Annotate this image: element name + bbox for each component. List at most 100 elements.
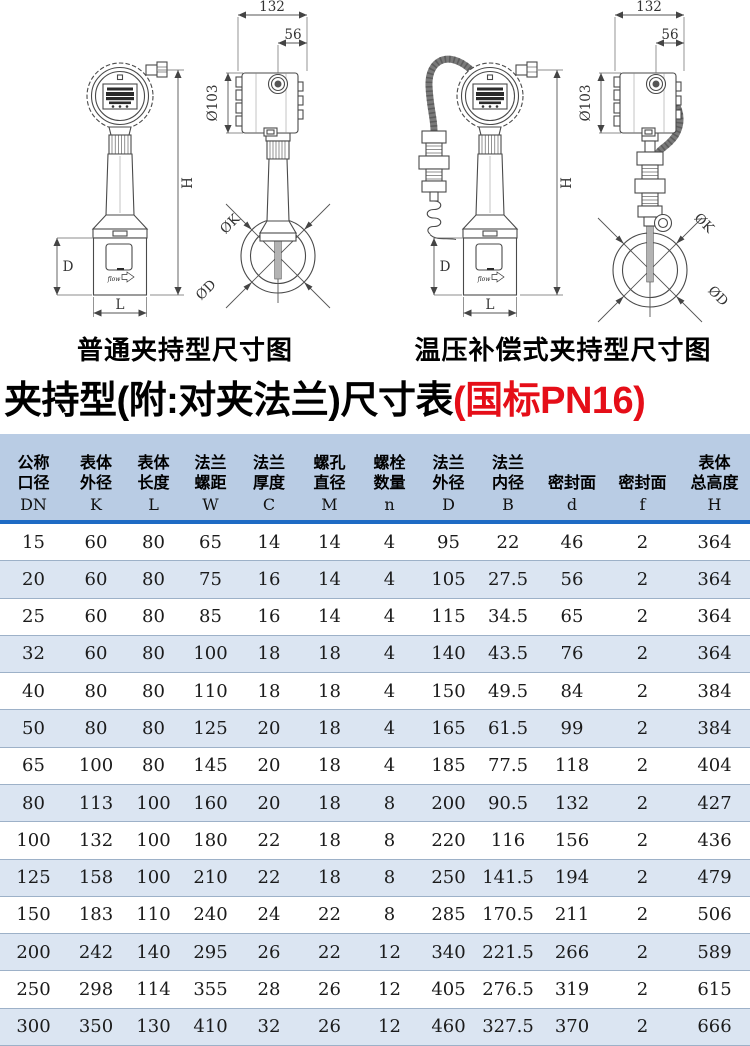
table-cell: 220 bbox=[431, 829, 466, 851]
table-cell: 80 bbox=[84, 718, 108, 740]
table-header-rule bbox=[0, 520, 750, 524]
table-cell: 170.5 bbox=[482, 904, 534, 926]
table-cell: 410 bbox=[193, 1016, 228, 1038]
table-cell: 24 bbox=[257, 904, 281, 926]
table-cell: 18 bbox=[257, 680, 281, 702]
table-cell: 100 bbox=[136, 792, 171, 814]
table-cell: 8 bbox=[383, 867, 396, 889]
dimension-table: 公称 口径 DN 表体 外径 K 表体 长度 L 法兰 螺距 W 法兰 厚度 C 螺孔 直径 M 螺栓 数量 n 法兰 外径… bbox=[0, 434, 750, 1046]
table-cell: 2 bbox=[636, 680, 649, 702]
table-cell: 364 bbox=[697, 606, 732, 628]
column-header: 密封面 d bbox=[547, 475, 596, 514]
table-cell: 50 bbox=[22, 718, 45, 740]
table-cell: 20 bbox=[257, 755, 281, 777]
table-row: 80 113 100 160 20 18 8 200 90.5 132 2 427 bbox=[0, 784, 750, 823]
table-cell: 18 bbox=[318, 829, 341, 851]
table-cell: 300 bbox=[16, 1016, 51, 1038]
table-cell: 295 bbox=[193, 941, 228, 963]
table-cell: 240 bbox=[193, 904, 228, 926]
dim-body-height: D bbox=[440, 259, 451, 275]
table-cell: 156 bbox=[554, 829, 590, 851]
table-body: 15 60 80 65 14 14 4 95 22 46 2 364 20 60 80 75 16 14 4 105 2… bbox=[0, 524, 750, 1046]
table-cell: 80 bbox=[142, 680, 165, 702]
table-cell: 132 bbox=[554, 792, 590, 814]
dim-head-dia: Ø103 bbox=[205, 85, 221, 122]
dim-total-height: H bbox=[180, 177, 196, 189]
table-cell: 100 bbox=[78, 755, 114, 777]
table-row: 32 60 80 100 18 18 4 140 43.5 76 2 364 bbox=[0, 635, 750, 674]
dim-total-height: H bbox=[559, 177, 575, 189]
table-cell: 110 bbox=[193, 680, 228, 702]
table-cell: 165 bbox=[431, 718, 466, 740]
table-cell: 4 bbox=[383, 680, 396, 702]
table-cell: 12 bbox=[378, 1016, 401, 1038]
table-cell: 2 bbox=[636, 643, 649, 665]
dim-body-length: L bbox=[486, 297, 495, 313]
table-row: 125 158 100 210 22 18 8 250 141.5 194 2 479 bbox=[0, 859, 750, 897]
column-header: 密封面 f bbox=[618, 475, 667, 514]
table-cell: 2 bbox=[636, 792, 649, 814]
table-cell: 14 bbox=[257, 531, 281, 553]
table-cell: 130 bbox=[136, 1016, 171, 1038]
table-cell: 427 bbox=[697, 792, 732, 814]
dim-body-length: L bbox=[116, 297, 125, 313]
table-row: 150 183 110 240 24 22 8 285 170.5 211 2 506 bbox=[0, 896, 750, 935]
table-cell: 18 bbox=[318, 680, 341, 702]
table-row: 50 80 80 125 20 18 4 165 61.5 99 2 384 bbox=[0, 710, 750, 748]
dimension-drawings: flow 132 56 Ø103 H D L ØK bbox=[53, 0, 731, 323]
table-cell: 15 bbox=[22, 531, 45, 553]
table-cell: 2 bbox=[636, 718, 649, 740]
table-cell: 25 bbox=[22, 606, 45, 628]
table-cell: 80 bbox=[142, 718, 165, 740]
table-cell: 20 bbox=[257, 718, 281, 740]
table-cell: 46 bbox=[560, 531, 584, 553]
table-cell: 125 bbox=[16, 867, 51, 889]
table-cell: 242 bbox=[78, 941, 114, 963]
column-header: 表体 长度 L bbox=[137, 455, 170, 514]
dim-bolt-circle: ØK bbox=[691, 210, 718, 237]
column-letter: M bbox=[321, 495, 338, 514]
table-cell: 340 bbox=[431, 941, 466, 963]
table-cell: 8 bbox=[383, 829, 396, 851]
column-letter: d bbox=[566, 495, 578, 514]
table-cell: 65 bbox=[22, 755, 45, 777]
table-cell: 327.5 bbox=[482, 1016, 534, 1038]
table-cell: 22 bbox=[496, 531, 520, 553]
table-cell: 185 bbox=[431, 755, 466, 777]
table-cell: 404 bbox=[697, 755, 732, 777]
table-cell: 22 bbox=[318, 941, 341, 963]
table-row: 25 60 80 85 16 14 4 115 34.5 65 2 364 bbox=[0, 598, 750, 636]
table-cell: 285 bbox=[431, 904, 466, 926]
table-cell: 125 bbox=[193, 718, 228, 740]
table-cell: 49.5 bbox=[487, 680, 529, 702]
table-cell: 22 bbox=[257, 867, 281, 889]
table-cell: 506 bbox=[697, 904, 732, 926]
table-row: 20 60 80 75 16 14 4 105 27.5 56 2 364 bbox=[0, 561, 750, 599]
table-cell: 298 bbox=[78, 979, 114, 1001]
table-cell: 2 bbox=[636, 979, 649, 1001]
table-cell: 76 bbox=[560, 643, 584, 665]
table-cell: 405 bbox=[431, 979, 466, 1001]
table-cell: 100 bbox=[136, 867, 171, 889]
table-cell: 2 bbox=[636, 606, 649, 628]
table-cell: 27.5 bbox=[487, 568, 529, 590]
table-cell: 355 bbox=[193, 979, 228, 1001]
table-cell: 18 bbox=[318, 643, 341, 665]
table-cell: 85 bbox=[199, 606, 222, 628]
table-cell: 4 bbox=[383, 606, 396, 628]
table-cell: 115 bbox=[431, 606, 466, 628]
dim-flange-dia: ØD bbox=[193, 277, 220, 304]
table-cell: 20 bbox=[22, 568, 45, 590]
table-cell: 34.5 bbox=[487, 606, 529, 628]
table-row: 300 350 130 410 32 26 12 460 327.5 370 2 666 bbox=[0, 1008, 750, 1046]
table-row: 200 242 140 295 26 22 12 340 221.5 266 2 589 bbox=[0, 934, 750, 972]
table-cell: 16 bbox=[257, 568, 281, 590]
column-letter: L bbox=[148, 495, 159, 514]
table-cell: 4 bbox=[383, 643, 396, 665]
table-cell: 4 bbox=[383, 718, 396, 740]
table-cell: 65 bbox=[560, 606, 584, 628]
table-row: 40 80 80 110 18 18 4 150 49.5 84 2 384 bbox=[0, 673, 750, 711]
table-cell: 666 bbox=[697, 1016, 732, 1038]
table-cell: 319 bbox=[554, 979, 590, 1001]
table-cell: 28 bbox=[257, 979, 281, 1001]
